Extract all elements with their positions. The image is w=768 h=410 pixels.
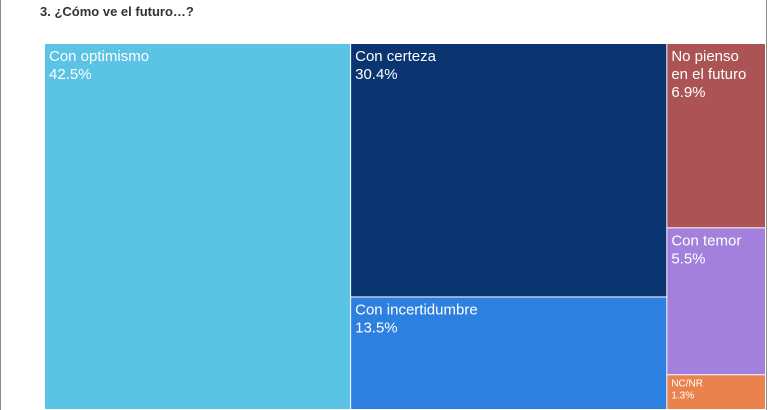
tile-rect [667,375,765,409]
tile-label: Con certeza [355,48,437,65]
tile-rect [351,297,667,409]
treemap-tile-nc-nr[interactable]: NC/NR1.3% [667,375,765,409]
tile-rect [667,228,765,375]
tile-value-label: 1.3% [671,390,694,401]
chart-title: 3. ¿Cómo ve el futuro…? [40,4,194,19]
left-border [0,0,1,410]
tile-value-label: 13.5% [355,319,398,336]
tile-value-label: 30.4% [355,66,398,83]
right-border [766,0,767,410]
tile-label: No pienso [671,48,739,65]
tile-label: Con incertidumbre [355,301,478,318]
tile-value-label: 42.5% [49,66,92,83]
tile-rect [667,44,765,228]
tile-rect [351,44,667,297]
tile-label: NC/NR [671,378,703,389]
tile-value-label: 5.5% [671,250,705,267]
tile-value-label: 6.9% [671,84,705,101]
tile-label: Con temor [671,232,741,249]
tile-label: en el futuro [671,66,746,83]
tile-label: Con optimismo [49,48,149,65]
tile-rect [45,44,351,409]
